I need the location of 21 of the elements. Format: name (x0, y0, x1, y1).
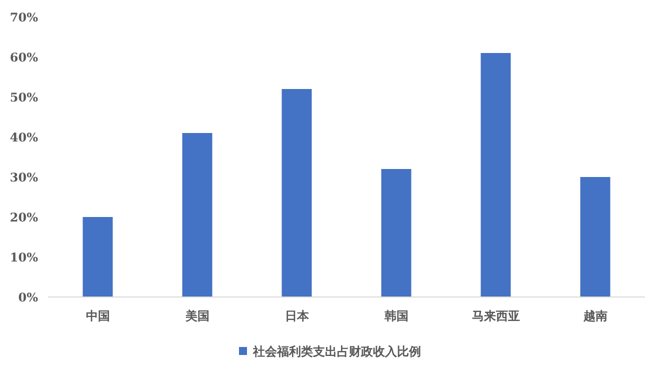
bar (381, 169, 412, 297)
x-tick-label: 美国 (184, 309, 210, 323)
bar (82, 217, 113, 297)
y-tick-label: 60% (10, 50, 39, 64)
x-tick-label: 越南 (582, 309, 608, 323)
y-tick-label: 20% (10, 210, 39, 224)
x-tick-label: 韩国 (383, 309, 408, 323)
y-tick-label: 0% (18, 290, 39, 304)
bar (580, 177, 610, 297)
y-tick-label: 30% (10, 170, 39, 184)
y-tick-label: 70% (10, 10, 39, 24)
x-tick-label: 马来西亚 (472, 309, 520, 323)
y-tick-label: 10% (10, 250, 39, 264)
y-tick-label: 50% (10, 90, 39, 104)
x-tick-label: 中国 (86, 309, 110, 323)
legend: 社会福利类支出占财政收入比例 (239, 344, 421, 358)
y-tick-label: 40% (10, 130, 39, 144)
x-tick-label: 日本 (284, 309, 310, 323)
bar (282, 89, 312, 297)
bar (480, 53, 511, 297)
bar (182, 133, 212, 297)
